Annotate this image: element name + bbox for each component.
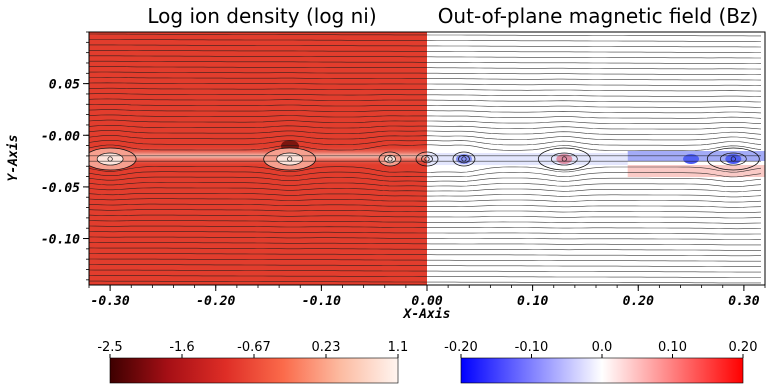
y-tick-label: -0.00 [41, 129, 80, 144]
y-tick-label: 0.05 [49, 78, 80, 93]
field-line [89, 39, 762, 42]
bz-colorbar-tick-label: -0.10 [515, 340, 549, 355]
magnetic-island-inner [384, 154, 396, 164]
density-colorbar-gradient [109, 357, 399, 384]
field-line [89, 214, 762, 219]
field-line [89, 82, 762, 86]
field-line [89, 55, 761, 59]
log-ion-density-panel [89, 32, 427, 285]
bz-colorbar-tick-label: 0.10 [658, 340, 687, 355]
x-tick-label: 0.20 [623, 294, 654, 309]
y-axis-title: Y-Axis [6, 135, 21, 182]
y-tick-label: -0.05 [41, 181, 80, 196]
field-line [89, 140, 762, 146]
field-line [89, 220, 762, 224]
field-line [89, 242, 761, 246]
bz-colorbar-gradient [460, 357, 744, 384]
field-line [89, 269, 761, 273]
field-line [89, 71, 762, 75]
bz-colorbar-tick-label: 0.20 [729, 340, 758, 355]
magnetic-o-point [461, 156, 467, 162]
field-line [89, 203, 762, 208]
x-tick-label: -0.10 [302, 294, 341, 309]
magnetic-island-inner [550, 152, 578, 166]
bz-colorbar-tick-label: 0.0 [592, 340, 613, 355]
field-line [89, 193, 762, 198]
x-tick-label: -0.20 [196, 294, 235, 309]
field-line [89, 44, 762, 48]
x-tick-label: 0.00 [411, 294, 442, 309]
field-line [89, 176, 762, 182]
field-line [89, 209, 762, 213]
magnetic-o-point [730, 156, 736, 162]
bz-colorbar-tick-label: -0.20 [444, 340, 478, 355]
field-line [89, 114, 762, 119]
field-line [89, 171, 762, 178]
density-colorbar-tick-label: 0.23 [312, 340, 341, 355]
density-colorbar-tick-label: -0.67 [237, 340, 271, 355]
magnetic-island-inner [421, 154, 433, 164]
x-tick-label: -0.30 [91, 294, 130, 309]
field-line [89, 125, 762, 130]
field-line [89, 50, 761, 53]
field-line [89, 275, 761, 278]
density-colorbar: -2.5 -1.6 -0.67 0.23 1.1 [97, 340, 409, 384]
density-colorbar-tick-label: 1.1 [388, 340, 409, 355]
bz-sheet-tint [427, 153, 628, 166]
field-line [89, 60, 762, 64]
bz-colorbar: -0.20 -0.10 0.0 0.10 0.20 [444, 340, 758, 384]
magnetic-o-point [561, 156, 567, 162]
field-line [89, 98, 762, 103]
field-line [89, 225, 762, 230]
field-line [89, 182, 762, 187]
field-line [89, 104, 762, 108]
magnetic-field-lines [89, 33, 762, 284]
field-line [89, 236, 761, 240]
field-line [89, 187, 762, 193]
x-tick-label: 0.10 [517, 294, 548, 309]
field-line [89, 253, 761, 257]
field-line [89, 144, 762, 151]
magnetic-island-inner [96, 152, 124, 166]
field-line [89, 247, 761, 251]
field-line [89, 33, 761, 37]
field-line [89, 109, 762, 114]
magnetic-island [706, 147, 760, 171]
field-line [89, 166, 762, 173]
x-axis: -0.30 -0.20 -0.10 0.00 0.10 0.20 0.30 [88, 285, 766, 309]
magnetic-island [415, 151, 439, 167]
magnetic-o-point [424, 156, 430, 162]
field-line [89, 119, 762, 124]
field-line [89, 198, 762, 203]
field-line [89, 280, 761, 284]
field-line [89, 77, 762, 81]
magnetic-island [537, 147, 591, 171]
magnetic-island [452, 151, 476, 167]
field-line [89, 231, 761, 235]
magnetic-island-inner [719, 152, 747, 166]
bz-panel [427, 32, 765, 285]
left-panel-title: Log ion density (log ni) [147, 4, 376, 28]
field-line [89, 66, 762, 70]
field-line [89, 87, 762, 92]
field-line [89, 130, 762, 135]
field-line [89, 264, 761, 267]
x-tick-label: 0.30 [728, 294, 759, 309]
bz-positive-band [627, 165, 765, 178]
field-line [89, 93, 762, 97]
y-tick-label: -0.10 [41, 233, 80, 248]
field-line [89, 258, 761, 262]
density-colorbar-tick-label: -2.5 [97, 340, 122, 355]
x-axis-title: X-Axis [403, 307, 451, 322]
y-axis: 0.05 -0.00 -0.05 -0.10 [41, 31, 89, 281]
magnetic-island-inner [276, 152, 304, 166]
right-panel-title: Out-of-plane magnetic field (Bz) [438, 4, 759, 28]
magnetic-island-inner [458, 154, 470, 164]
density-colorbar-tick-label: -1.6 [169, 340, 194, 355]
field-line [89, 135, 762, 141]
